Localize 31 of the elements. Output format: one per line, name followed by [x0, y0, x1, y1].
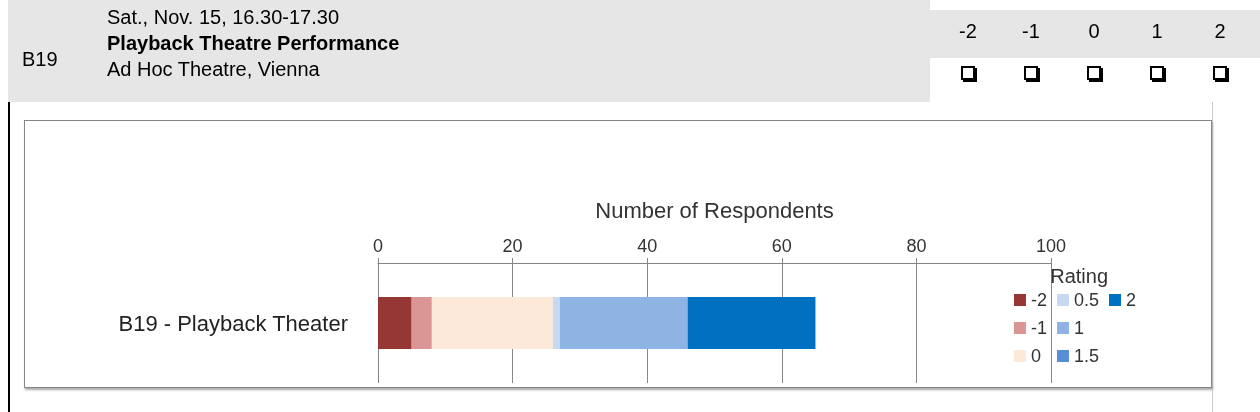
legend-label: 1 [1073, 318, 1084, 338]
text: B19 [22, 48, 58, 71]
x-tick-label: 0 [372, 236, 384, 256]
bar [431, 297, 553, 349]
bar [552, 297, 560, 349]
text: Ad Hoc Theatre, Vienna [107, 57, 321, 82]
text: -1 [1021, 20, 1041, 43]
legend-label: -1 [1030, 318, 1047, 338]
x-tick-label: 20 [502, 236, 523, 256]
text: 0 [1087, 20, 1101, 43]
bar [559, 297, 688, 349]
legend-title: Rating [1050, 265, 1108, 287]
legend-label: 0.5 [1073, 290, 1099, 310]
x-tick-label: 40 [637, 236, 658, 256]
chart-title: Playback Theatre Performance [107, 31, 400, 56]
bar [687, 297, 816, 349]
chart-subtitle: Sat., Nov. 15, 16.30-17.30 [107, 5, 340, 30]
text: 1 [1150, 20, 1164, 43]
x-axis-title: Number of Respondents [595, 197, 834, 223]
x-tick-label: 100 [1035, 236, 1067, 256]
legend-label: -2 [1030, 290, 1047, 310]
x-tick-label: 60 [771, 236, 792, 256]
legend-label: 2 [1125, 290, 1136, 310]
text: 2 [1213, 20, 1227, 43]
legend-label: 0 [1030, 346, 1041, 366]
y-tick-label: B19 - Playback Theater [118, 310, 348, 336]
bar [411, 297, 432, 349]
bar [378, 297, 412, 349]
text: -2 [958, 20, 978, 43]
legend-label: 1.5 [1073, 346, 1099, 366]
x-tick-label: 80 [906, 236, 927, 256]
